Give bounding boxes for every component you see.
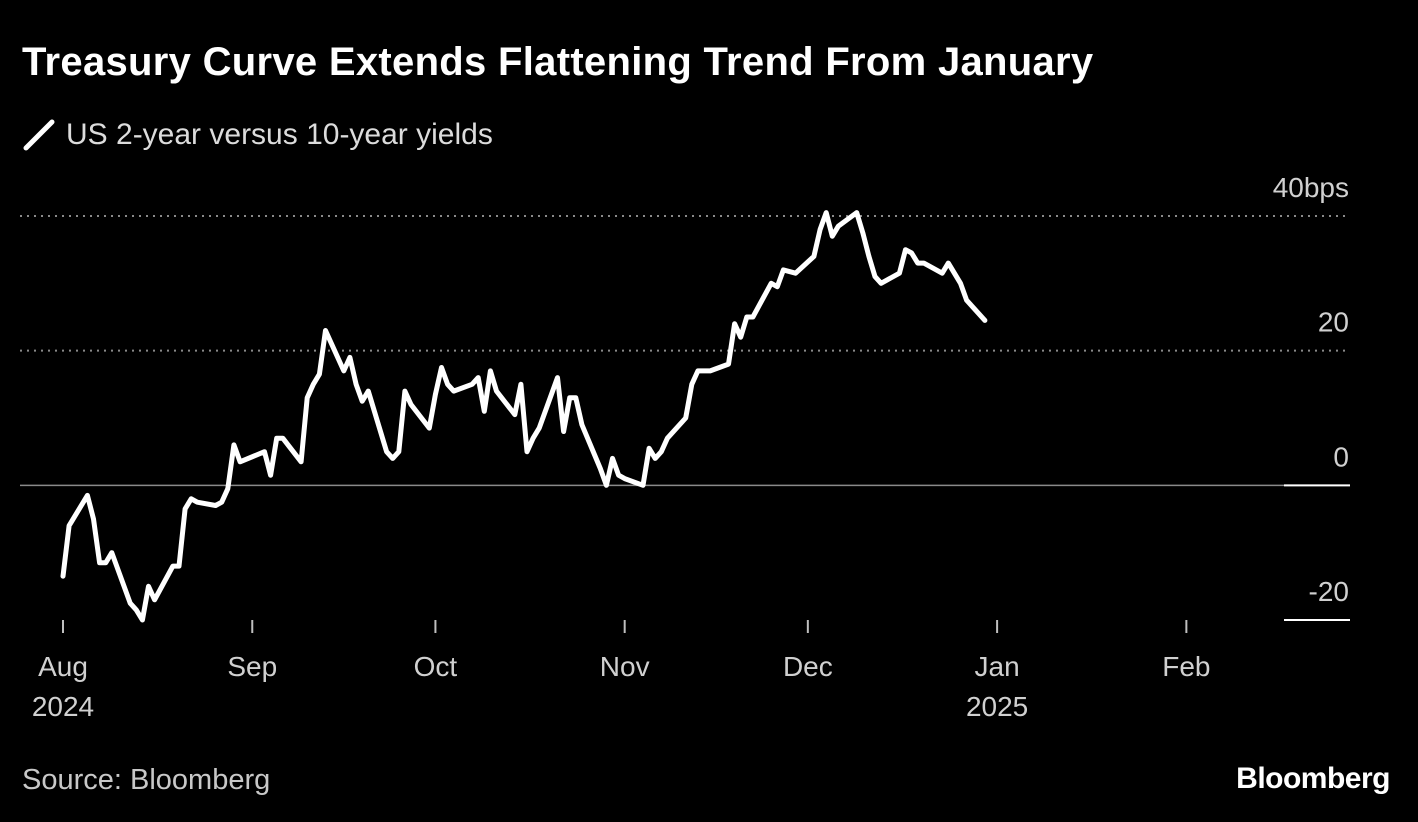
source-note: Source: Bloomberg [22, 764, 271, 796]
y-axis-tick-labels: 40bps 20 0 -20 [1273, 172, 1349, 607]
x-tick-label: Oct [414, 651, 458, 682]
legend-line-icon [23, 119, 55, 151]
gridlines [20, 215, 1350, 621]
y-tick-label: -20 [1309, 576, 1349, 607]
x-tick-label: Nov [600, 651, 650, 682]
legend-label: US 2-year versus 10-year yields [66, 118, 493, 151]
y-tick-label: 20 [1318, 307, 1349, 338]
x-tick-label: Jan [975, 651, 1020, 682]
x-tick-year-label: 2024 [32, 691, 94, 722]
y-tick-label: 0 [1333, 441, 1349, 472]
x-tick-label: Aug [38, 651, 88, 682]
x-tick-label: Feb [1162, 651, 1210, 682]
series-line-2s10s-spread [60, 210, 988, 623]
x-axis-ticks: Aug 2024 Sep Oct Nov Dec Jan 2025 Feb [32, 620, 1210, 722]
x-tick-label: Dec [783, 651, 833, 682]
chart-title: Treasury Curve Extends Flattening Trend … [22, 40, 1094, 84]
y-tick-label: 40bps [1273, 172, 1349, 203]
x-tick-year-label: 2025 [966, 691, 1028, 722]
bloomberg-logo: Bloomberg [1236, 762, 1390, 795]
legend: US 2-year versus 10-year yields [22, 118, 493, 152]
x-tick-label: Sep [227, 651, 277, 682]
